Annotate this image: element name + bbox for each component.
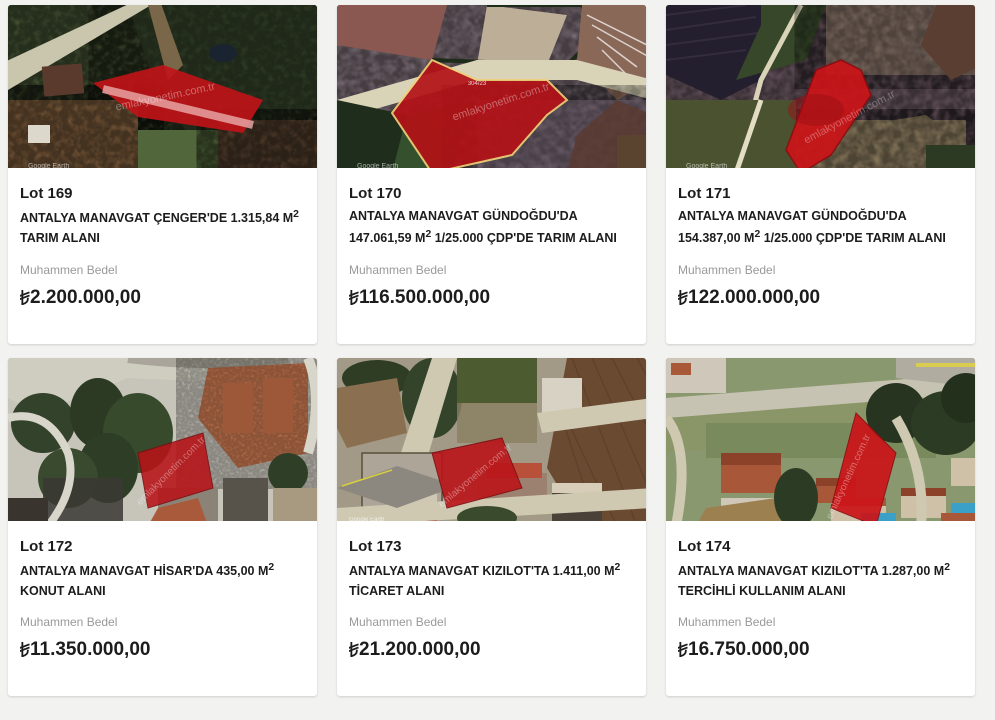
- svg-text:Google Earth: Google Earth: [686, 163, 727, 168]
- svg-text:Google Earth: Google Earth: [349, 517, 384, 521]
- svg-text:304/23: 304/23: [468, 81, 487, 87]
- svg-text:Google Earth: Google Earth: [357, 163, 398, 168]
- svg-text:Google Earth: Google Earth: [28, 163, 69, 168]
